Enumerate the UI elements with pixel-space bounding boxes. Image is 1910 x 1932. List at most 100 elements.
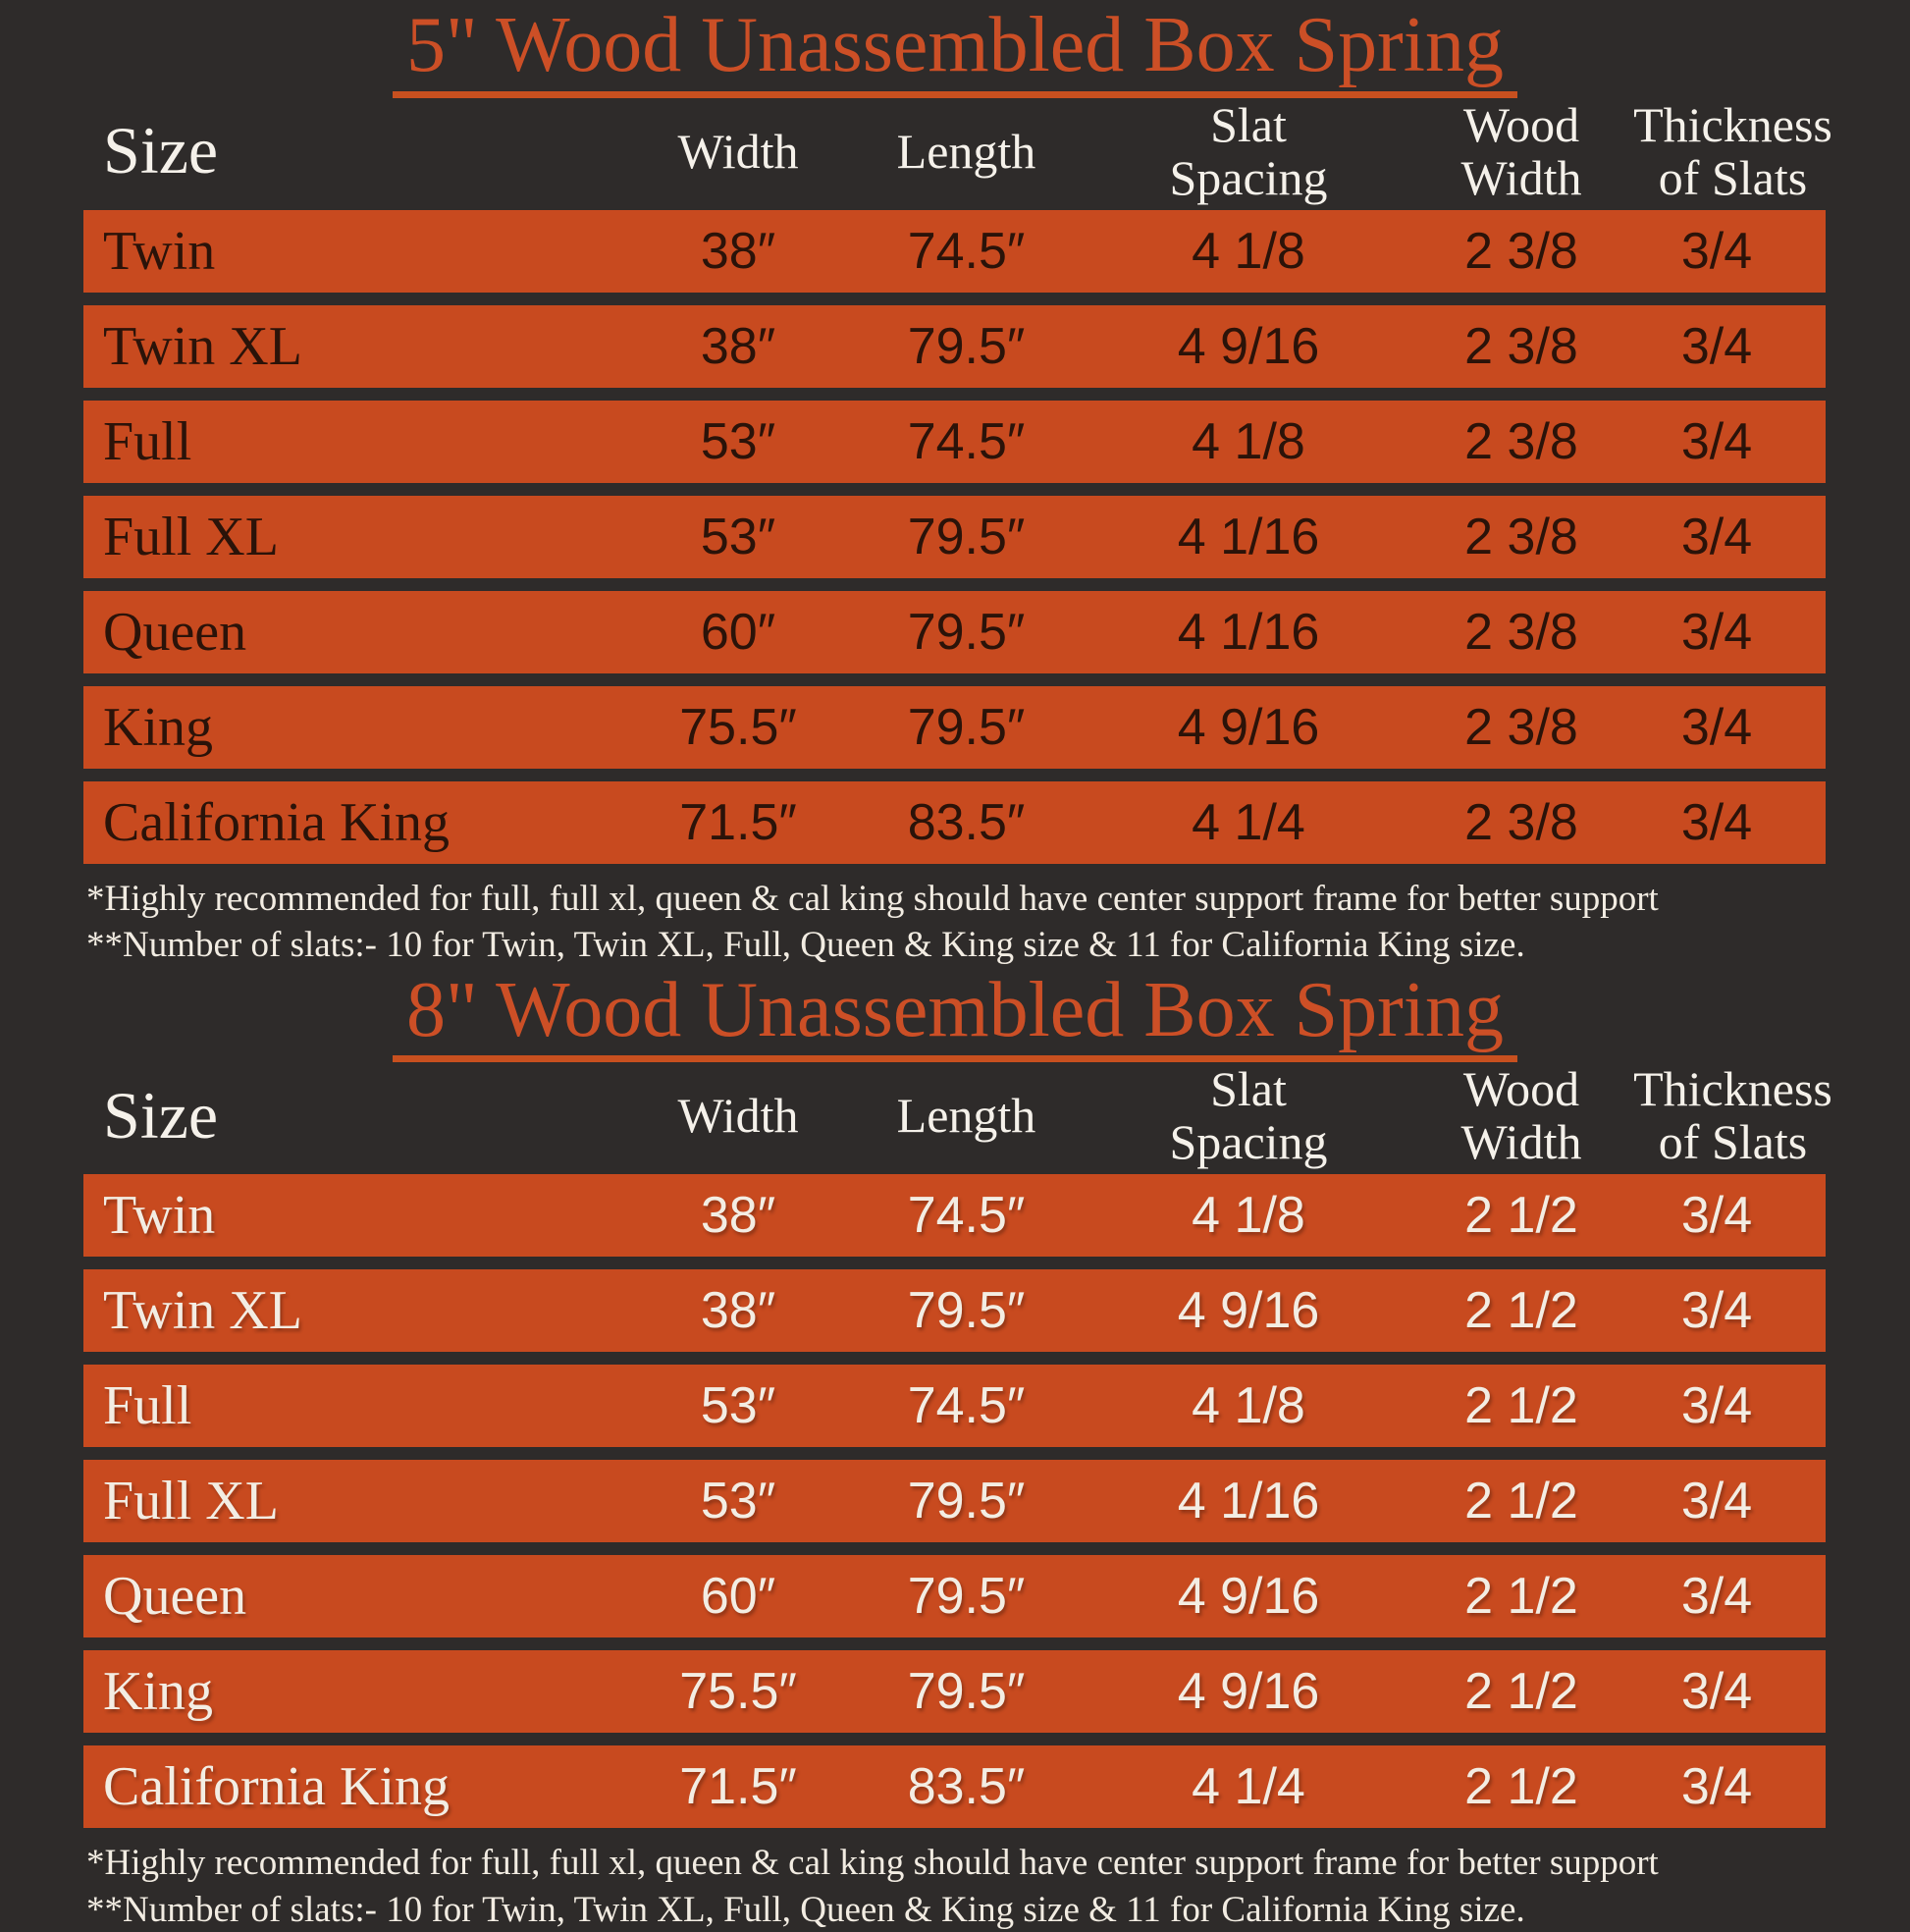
table-row: Full XL 53″ 79.5″ 4 1/16 2 3/8 3/4 <box>83 495 1826 578</box>
cell-width: 53″ <box>700 508 776 565</box>
table-row: California King 71.5″ 83.5″ 4 1/4 2 3/8 … <box>83 780 1826 864</box>
table-title-text: 8" Wood Unassembled Box Spring <box>392 970 1518 1063</box>
cell-width: 71.5″ <box>679 793 797 851</box>
col-header-size: Size <box>103 112 219 188</box>
cell-slat-spacing: 4 1/16 <box>1177 508 1320 565</box>
cell-size: Twin <box>103 220 216 282</box>
cell-size: Twin XL <box>103 315 302 377</box>
col-header-size: Size <box>103 1077 219 1153</box>
cell-length: 79.5″ <box>907 508 1026 565</box>
cell-thickness: 3/4 <box>1680 793 1753 851</box>
cell-size: California King <box>103 791 451 853</box>
table-row: King 75.5″ 79.5″ 4 9/16 2 1/2 3/4 <box>83 1650 1826 1734</box>
cell-thickness: 3/4 <box>1680 412 1753 470</box>
cell-slat-spacing: 4 1/4 <box>1192 793 1305 851</box>
box-spring-table-5in: 5" Wood Unassembled Box Spring Size Widt… <box>0 5 1910 967</box>
cell-width: 38″ <box>700 317 776 375</box>
cell-slat-spacing: 4 1/8 <box>1192 412 1305 470</box>
cell-size: Full XL <box>103 1471 279 1532</box>
col-header-slat-spacing: Slat Spacing <box>1169 96 1328 205</box>
table-row: Full 53″ 74.5″ 4 1/8 2 3/8 3/4 <box>83 400 1826 483</box>
cell-thickness: 3/4 <box>1680 508 1753 565</box>
cell-size: Full <box>103 1375 192 1437</box>
cell-slat-spacing: 4 9/16 <box>1177 1568 1320 1626</box>
cell-width: 53″ <box>700 1473 776 1530</box>
cell-width: 75.5″ <box>679 698 797 756</box>
cell-length: 79.5″ <box>907 317 1026 375</box>
cell-length: 79.5″ <box>907 1568 1026 1626</box>
cell-length: 79.5″ <box>907 1473 1026 1530</box>
footnote-support: *Highly recommended for full, full xl, q… <box>86 878 1659 919</box>
col-header-length: Length <box>896 1088 1036 1144</box>
cell-size: Queen <box>103 1566 247 1628</box>
col-header-wood-width: Wood Width <box>1460 1061 1582 1170</box>
table-row: Full 53″ 74.5″ 4 1/8 2 1/2 3/4 <box>83 1365 1826 1448</box>
col-header-slat-spacing: Slat Spacing <box>1169 1061 1328 1170</box>
col-header-thickness: Thickness of Slats <box>1633 96 1832 205</box>
table-row: Queen 60″ 79.5″ 4 9/16 2 1/2 3/4 <box>83 1555 1826 1638</box>
cell-length: 74.5″ <box>907 412 1026 470</box>
cell-size: Twin XL <box>103 1280 302 1342</box>
cell-width: 53″ <box>700 1377 776 1435</box>
table-row: California King 71.5″ 83.5″ 4 1/4 2 1/2 … <box>83 1745 1826 1829</box>
cell-length: 79.5″ <box>907 1282 1026 1340</box>
cell-wood-width: 2 1/2 <box>1464 1568 1578 1626</box>
cell-width: 38″ <box>700 1187 776 1245</box>
cell-width: 71.5″ <box>679 1758 797 1816</box>
cell-thickness: 3/4 <box>1680 222 1753 280</box>
cell-length: 74.5″ <box>907 1187 1026 1245</box>
cell-slat-spacing: 4 1/16 <box>1177 603 1320 661</box>
cell-wood-width: 2 1/2 <box>1464 1663 1578 1721</box>
table-row: Twin XL 38″ 79.5″ 4 9/16 2 3/8 3/4 <box>83 304 1826 388</box>
spec-sheet: 5" Wood Unassembled Box Spring Size Widt… <box>0 5 1910 1932</box>
footnote-slat-count: **Number of slats:- 10 for Twin, Twin XL… <box>86 1889 1525 1930</box>
table-title-text: 5" Wood Unassembled Box Spring <box>392 5 1518 98</box>
cell-wood-width: 2 1/2 <box>1464 1377 1578 1435</box>
table-row: Twin XL 38″ 79.5″ 4 9/16 2 1/2 3/4 <box>83 1269 1826 1353</box>
cell-wood-width: 2 3/8 <box>1464 508 1578 565</box>
cell-wood-width: 2 1/2 <box>1464 1282 1578 1340</box>
col-header-length: Length <box>896 123 1036 179</box>
cell-size: Full XL <box>103 506 279 567</box>
col-header-wood-width: Wood Width <box>1460 96 1582 205</box>
header-row: Size Width Length Slat Spacing Wood Widt… <box>83 96 1832 205</box>
cell-size: Full <box>103 410 192 472</box>
cell-width: 60″ <box>700 603 776 661</box>
table-row: Full XL 53″ 79.5″ 4 1/16 2 1/2 3/4 <box>83 1460 1826 1543</box>
cell-wood-width: 2 3/8 <box>1464 698 1578 756</box>
cell-slat-spacing: 4 1/8 <box>1192 1377 1305 1435</box>
cell-size: King <box>103 1661 213 1723</box>
cell-length: 79.5″ <box>907 1663 1026 1721</box>
cell-thickness: 3/4 <box>1680 1282 1753 1340</box>
cell-thickness: 3/4 <box>1680 1473 1753 1530</box>
cell-length: 79.5″ <box>907 603 1026 661</box>
cell-slat-spacing: 4 9/16 <box>1177 698 1320 756</box>
table-title-5in: 5" Wood Unassembled Box Spring <box>0 5 1910 98</box>
cell-width: 60″ <box>700 1568 776 1626</box>
cell-slat-spacing: 4 1/8 <box>1192 222 1305 280</box>
cell-width: 75.5″ <box>679 1663 797 1721</box>
cell-wood-width: 2 3/8 <box>1464 603 1578 661</box>
cell-width: 53″ <box>700 412 776 470</box>
table-row: Queen 60″ 79.5″ 4 1/16 2 3/8 3/4 <box>83 590 1826 673</box>
cell-size: King <box>103 696 213 758</box>
col-header-thickness: Thickness of Slats <box>1633 1061 1832 1170</box>
cell-wood-width: 2 1/2 <box>1464 1473 1578 1530</box>
box-spring-table-8in: 8" Wood Unassembled Box Spring Size Widt… <box>0 970 1910 1932</box>
cell-wood-width: 2 1/2 <box>1464 1187 1578 1245</box>
footnote-slat-count: **Number of slats:- 10 for Twin, Twin XL… <box>86 924 1525 965</box>
cell-thickness: 3/4 <box>1680 603 1753 661</box>
cell-thickness: 3/4 <box>1680 1377 1753 1435</box>
cell-thickness: 3/4 <box>1680 1187 1753 1245</box>
cell-length: 79.5″ <box>907 698 1026 756</box>
cell-width: 38″ <box>700 222 776 280</box>
cell-length: 83.5″ <box>907 793 1026 851</box>
cell-width: 38″ <box>700 1282 776 1340</box>
cell-wood-width: 2 3/8 <box>1464 317 1578 375</box>
table-row: Twin 38″ 74.5″ 4 1/8 2 3/8 3/4 <box>83 209 1826 293</box>
cell-slat-spacing: 4 9/16 <box>1177 1282 1320 1340</box>
table-title-8in: 8" Wood Unassembled Box Spring <box>0 970 1910 1063</box>
cell-thickness: 3/4 <box>1680 1568 1753 1626</box>
cell-slat-spacing: 4 1/4 <box>1192 1758 1305 1816</box>
cell-wood-width: 2 3/8 <box>1464 222 1578 280</box>
